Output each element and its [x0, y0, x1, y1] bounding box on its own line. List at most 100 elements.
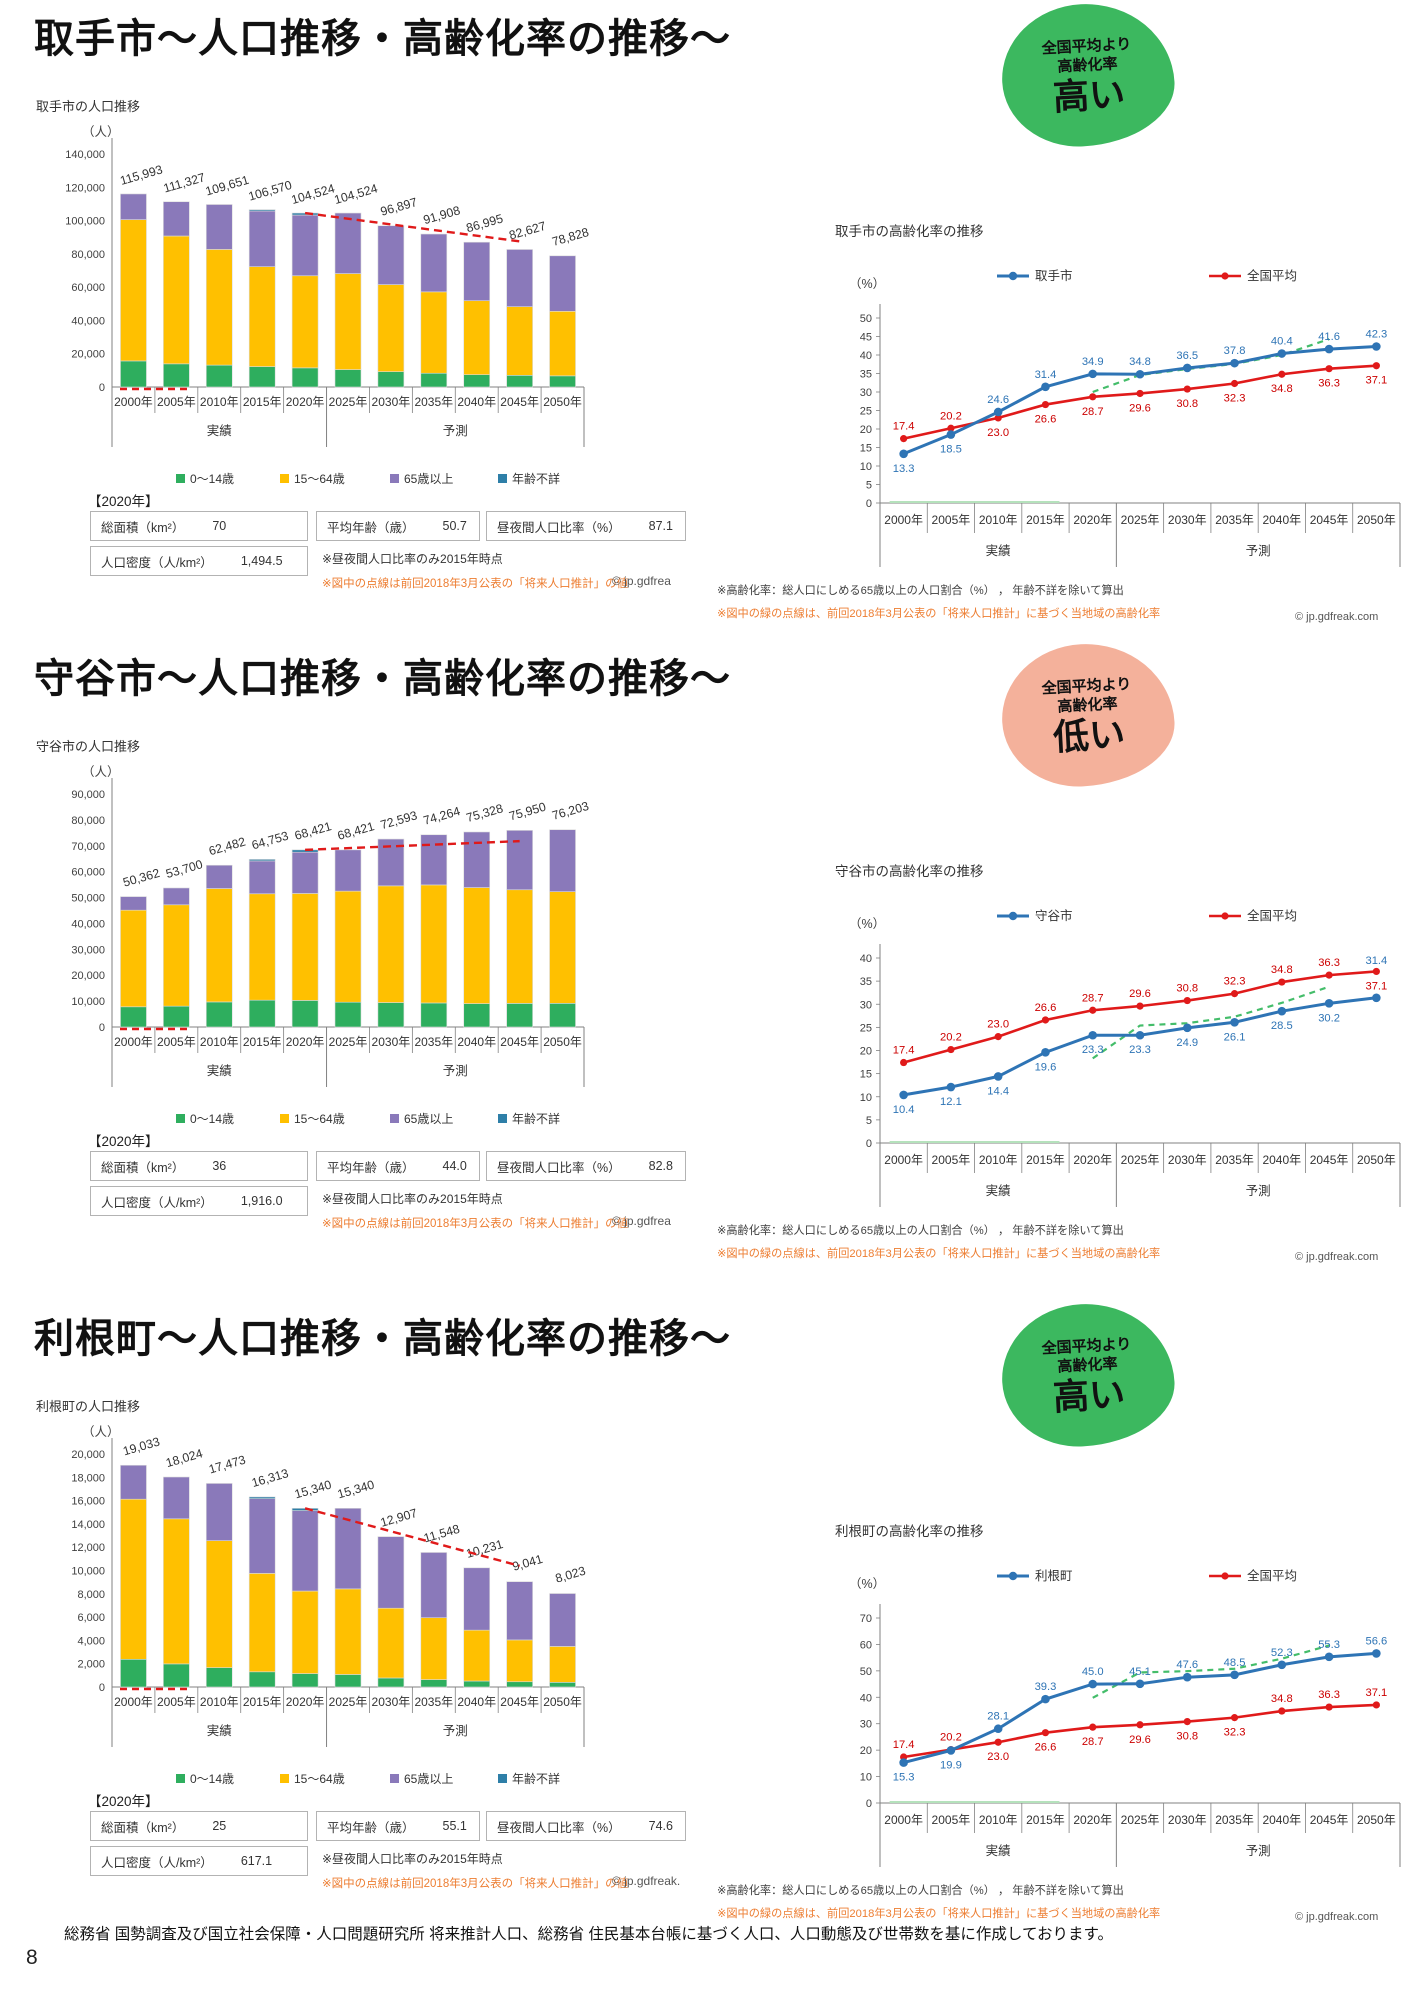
svg-text:2045年: 2045年	[1310, 513, 1349, 527]
svg-text:29.6: 29.6	[1129, 402, 1151, 414]
svg-text:2010年: 2010年	[200, 395, 239, 409]
svg-text:2035年: 2035年	[414, 1035, 453, 1049]
svg-text:8,000: 8,000	[77, 1589, 105, 1601]
svg-text:24.9: 24.9	[1176, 1037, 1198, 1049]
svg-text:15: 15	[860, 443, 872, 455]
svg-text:60: 60	[860, 1639, 872, 1651]
svg-text:60,000: 60,000	[71, 282, 105, 294]
svg-text:2025年: 2025年	[329, 1035, 368, 1049]
source-note: 総務省 国勢調査及び国立社会保障・人口問題研究所 将来推計人口、総務省 住民基本…	[64, 1926, 1113, 1943]
badge-verdict: 高い	[1052, 72, 1127, 118]
svg-text:全国平均: 全国平均	[1247, 908, 1297, 923]
population-bar-chart: 0 10,000 20,000 30,000 40,000 50,000 60,000 70,…	[71, 765, 590, 1126]
svg-text:20,000: 20,000	[71, 1449, 105, 1461]
average-age-box: 平均年齢（歳） 55.1	[316, 1811, 480, 1841]
svg-text:80,000: 80,000	[71, 249, 105, 261]
svg-text:60,000: 60,000	[71, 867, 105, 879]
svg-text:2025年: 2025年	[329, 395, 368, 409]
svg-text:28.7: 28.7	[1082, 992, 1104, 1004]
svg-text:2035年: 2035年	[1215, 1153, 1254, 1167]
svg-text:32.3: 32.3	[1224, 392, 1246, 404]
svg-text:年齢不詳: 年齢不詳	[512, 1771, 560, 1786]
population-density-label: 人口密度（人/km²）	[101, 1195, 213, 1210]
total-area-label: 総面積（km²）	[101, 1160, 185, 1175]
svg-text:実績: 実績	[207, 423, 232, 438]
svg-text:2030年: 2030年	[372, 1695, 411, 1709]
dashed-line-note: ※図中の点線は前回2018年3月公表の「将来人口推計」の値	[322, 1878, 629, 1890]
svg-text:120,000: 120,000	[65, 182, 105, 194]
svg-text:2005年: 2005年	[932, 513, 971, 527]
population-density-box: 人口密度（人/km²） 617.1	[90, 1846, 308, 1876]
svg-text:2040年: 2040年	[1262, 1813, 1301, 1827]
svg-text:2000年: 2000年	[114, 1695, 153, 1709]
average-age-box: 平均年齢（歳） 44.0	[316, 1151, 480, 1181]
daynight-ratio-box: 昼夜間人口比率（%） 82.8	[486, 1151, 686, 1181]
svg-text:42.3: 42.3	[1365, 328, 1387, 340]
table-heading: 【2020年】	[88, 494, 159, 509]
svg-text:全国平均: 全国平均	[1247, 268, 1297, 283]
svg-text:予測: 予測	[1246, 1844, 1271, 1858]
average-age-value: 50.7	[442, 519, 467, 533]
svg-text:2020年: 2020年	[286, 1035, 325, 1049]
svg-text:34.8: 34.8	[1271, 1693, 1293, 1705]
svg-text:2040年: 2040年	[1262, 513, 1301, 527]
svg-text:2030年: 2030年	[1168, 1813, 1207, 1827]
badge-verdict: 低い	[1052, 712, 1127, 758]
svg-text:2015年: 2015年	[1026, 1813, 1065, 1827]
bar-chart-copyright: © jp.gdfrea	[612, 574, 671, 588]
svg-text:80,000: 80,000	[71, 815, 105, 827]
svg-text:2040年: 2040年	[457, 395, 496, 409]
svg-text:23.3: 23.3	[1082, 1044, 1104, 1056]
svg-text:55.3: 55.3	[1318, 1639, 1340, 1651]
svg-text:23.0: 23.0	[987, 427, 1009, 439]
svg-text:23.0: 23.0	[987, 1019, 1009, 1031]
daynight-ratio-label: 昼夜間人口比率（%）	[497, 520, 621, 535]
svg-text:（人）: （人）	[82, 765, 120, 779]
aging-rate-line-chart: 利根町の高齢化率の推移 （%） 利根町 全国平均 0 10 20 30 40 50 60 70 17.4…	[717, 1523, 1401, 1923]
svg-text:45.0: 45.0	[1082, 1666, 1104, 1678]
svg-text:0～14歳: 0～14歳	[190, 1112, 234, 1126]
svg-text:全国平均: 全国平均	[1247, 1568, 1297, 1583]
svg-text:予測: 予測	[443, 1724, 468, 1738]
population-bar-chart: 0 2,000 4,000 6,000 8,000 10,000 12,000 14,000 1…	[71, 1425, 587, 1786]
svg-text:36.3: 36.3	[1318, 378, 1340, 390]
svg-text:31.4: 31.4	[1035, 369, 1057, 381]
svg-text:2015年: 2015年	[243, 1695, 282, 1709]
population-density-value: 1,916.0	[240, 1194, 283, 1208]
svg-text:※図中の緑の点線は、前回2018年3月公表の「将来人口推計」: ※図中の緑の点線は、前回2018年3月公表の「将来人口推計」に基づく当地域の高齢…	[717, 606, 1160, 620]
svg-text:（人）: （人）	[82, 1425, 120, 1439]
svg-text:37.1: 37.1	[1365, 1687, 1387, 1699]
svg-text:2050年: 2050年	[1357, 1813, 1396, 1827]
svg-text:予測: 予測	[1246, 1184, 1271, 1198]
svg-text:30.2: 30.2	[1318, 1012, 1340, 1024]
svg-text:18,000: 18,000	[71, 1472, 105, 1484]
svg-text:65歳以上: 65歳以上	[404, 1772, 453, 1786]
svg-text:40,000: 40,000	[71, 315, 105, 327]
aging-rate-line-chart: 守谷市の高齢化率の推移 （%） 守谷市 全国平均 0 5 10 15 20 25 30 35 40 17.…	[717, 863, 1401, 1263]
svg-text:守谷市の高齢化率の推移: 守谷市の高齢化率の推移	[835, 863, 984, 879]
svg-text:2025年: 2025年	[1121, 513, 1160, 527]
svg-text:2035年: 2035年	[1215, 1813, 1254, 1827]
svg-text:2020年: 2020年	[1073, 1813, 1112, 1827]
svg-text:15: 15	[860, 1069, 872, 1081]
svg-text:2020年: 2020年	[286, 1695, 325, 1709]
svg-text:28.1: 28.1	[987, 1711, 1009, 1723]
municipality-section: 利根町～人口推移・高齢化率の推移～ 全国平均より 高齢化率 高い 利根町の人口推…	[0, 1299, 1414, 1940]
daynight-ratio-value: 82.8	[648, 1159, 673, 1173]
svg-text:取手市の高齢化率の推移: 取手市の高齢化率の推移	[835, 223, 984, 239]
dashed-line-note: ※図中の点線は前回2018年3月公表の「将来人口推計」の値	[322, 578, 629, 590]
table-note: ※昼夜間人口比率のみ2015年時点	[322, 552, 503, 566]
svg-text:2000年: 2000年	[114, 395, 153, 409]
svg-text:（人）: （人）	[82, 125, 120, 139]
average-age-box: 平均年齢（歳） 50.7	[316, 511, 480, 541]
svg-text:25: 25	[860, 1022, 872, 1034]
dashed-line-note: ※図中の点線は前回2018年3月公表の「将来人口推計」の値	[322, 1218, 629, 1230]
svg-text:17.4: 17.4	[893, 421, 915, 433]
svg-text:20.2: 20.2	[940, 1732, 962, 1744]
svg-text:2005年: 2005年	[157, 1035, 196, 1049]
svg-text:65歳以上: 65歳以上	[404, 1112, 453, 1126]
total-area-value: 25	[212, 1819, 227, 1833]
table-note: ※昼夜間人口比率のみ2015年時点	[322, 1192, 503, 1206]
population-density-label: 人口密度（人/km²）	[101, 1855, 213, 1870]
svg-text:48.5: 48.5	[1224, 1657, 1246, 1669]
